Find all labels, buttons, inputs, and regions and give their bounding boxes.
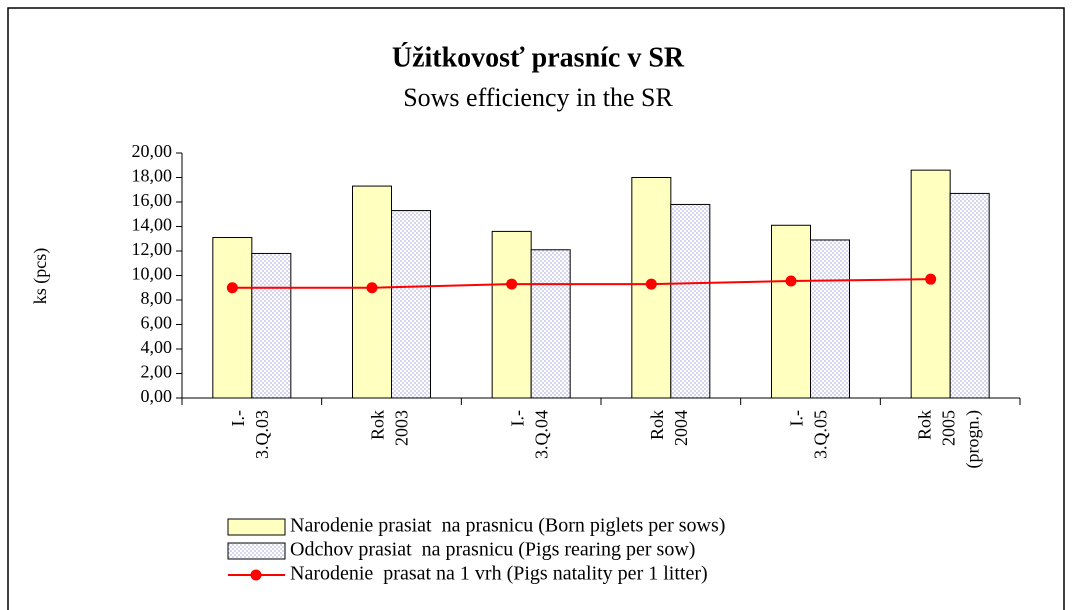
x-tick-label: Rok (368, 410, 388, 440)
y-tick-label: 6,00 (141, 313, 173, 333)
y-tick-label: 20,00 (132, 141, 173, 161)
line-marker (785, 275, 797, 287)
y-tick-label: 10,00 (132, 264, 173, 284)
y-tick-label: 0,00 (141, 386, 173, 406)
x-tick-label: 2004 (671, 410, 691, 446)
bar (391, 210, 431, 399)
x-tick-label: 3.Q.04 (531, 410, 551, 459)
chart-subtitle: Sows efficiency in the SR (403, 83, 673, 112)
line-marker (925, 273, 937, 285)
bar (212, 237, 253, 399)
line-marker (226, 282, 238, 294)
legend-label: Narodenie prasiat na prasnicu (Born pigl… (290, 515, 725, 537)
bar (530, 249, 571, 399)
y-tick-label: 18,00 (132, 166, 173, 186)
x-tick-label: I.- (507, 410, 527, 427)
bar (670, 203, 711, 399)
line-series (232, 278, 931, 289)
line-marker (645, 278, 657, 290)
y-tick-label: 4,00 (141, 337, 173, 357)
x-tick-label: Rok (914, 410, 934, 440)
y-axis-label: ks (pcs) (30, 248, 51, 305)
x-tick-label: I.- (787, 410, 807, 427)
chart-frame (7, 7, 1065, 610)
x-tick-label: 3.Q.05 (811, 410, 831, 459)
legend-swatch (227, 518, 286, 536)
y-tick-label: 8,00 (141, 288, 173, 308)
legend-label: Odchov prasiat na prasnicu (Pigs rearing… (290, 539, 695, 561)
y-tick-label: 2,00 (141, 362, 173, 382)
chart-title: Úžitkovosť prasníc v SR (392, 42, 685, 73)
legend-swatch (227, 542, 286, 560)
y-tick-label: 12,00 (132, 239, 173, 259)
bar (491, 230, 532, 399)
bar (810, 239, 850, 399)
y-tick-label: 14,00 (132, 215, 173, 235)
y-tick-label: 16,00 (132, 190, 173, 210)
x-tick-label: I.- (228, 410, 248, 427)
line-marker (366, 282, 378, 294)
x-tick-label: 3.Q.03 (252, 410, 272, 459)
bar (771, 224, 811, 399)
x-tick-label: 2003 (392, 410, 412, 446)
bar (949, 192, 990, 399)
line-marker (506, 278, 518, 290)
x-tick-label: (progn.) (962, 410, 983, 468)
legend-marker (250, 569, 262, 581)
bar (251, 252, 292, 399)
x-tick-label: 2005 (938, 410, 958, 446)
legend-label: Narodenie prasat na 1 vrh (Pigs natality… (290, 563, 708, 585)
x-tick-label: Rok (647, 410, 667, 440)
